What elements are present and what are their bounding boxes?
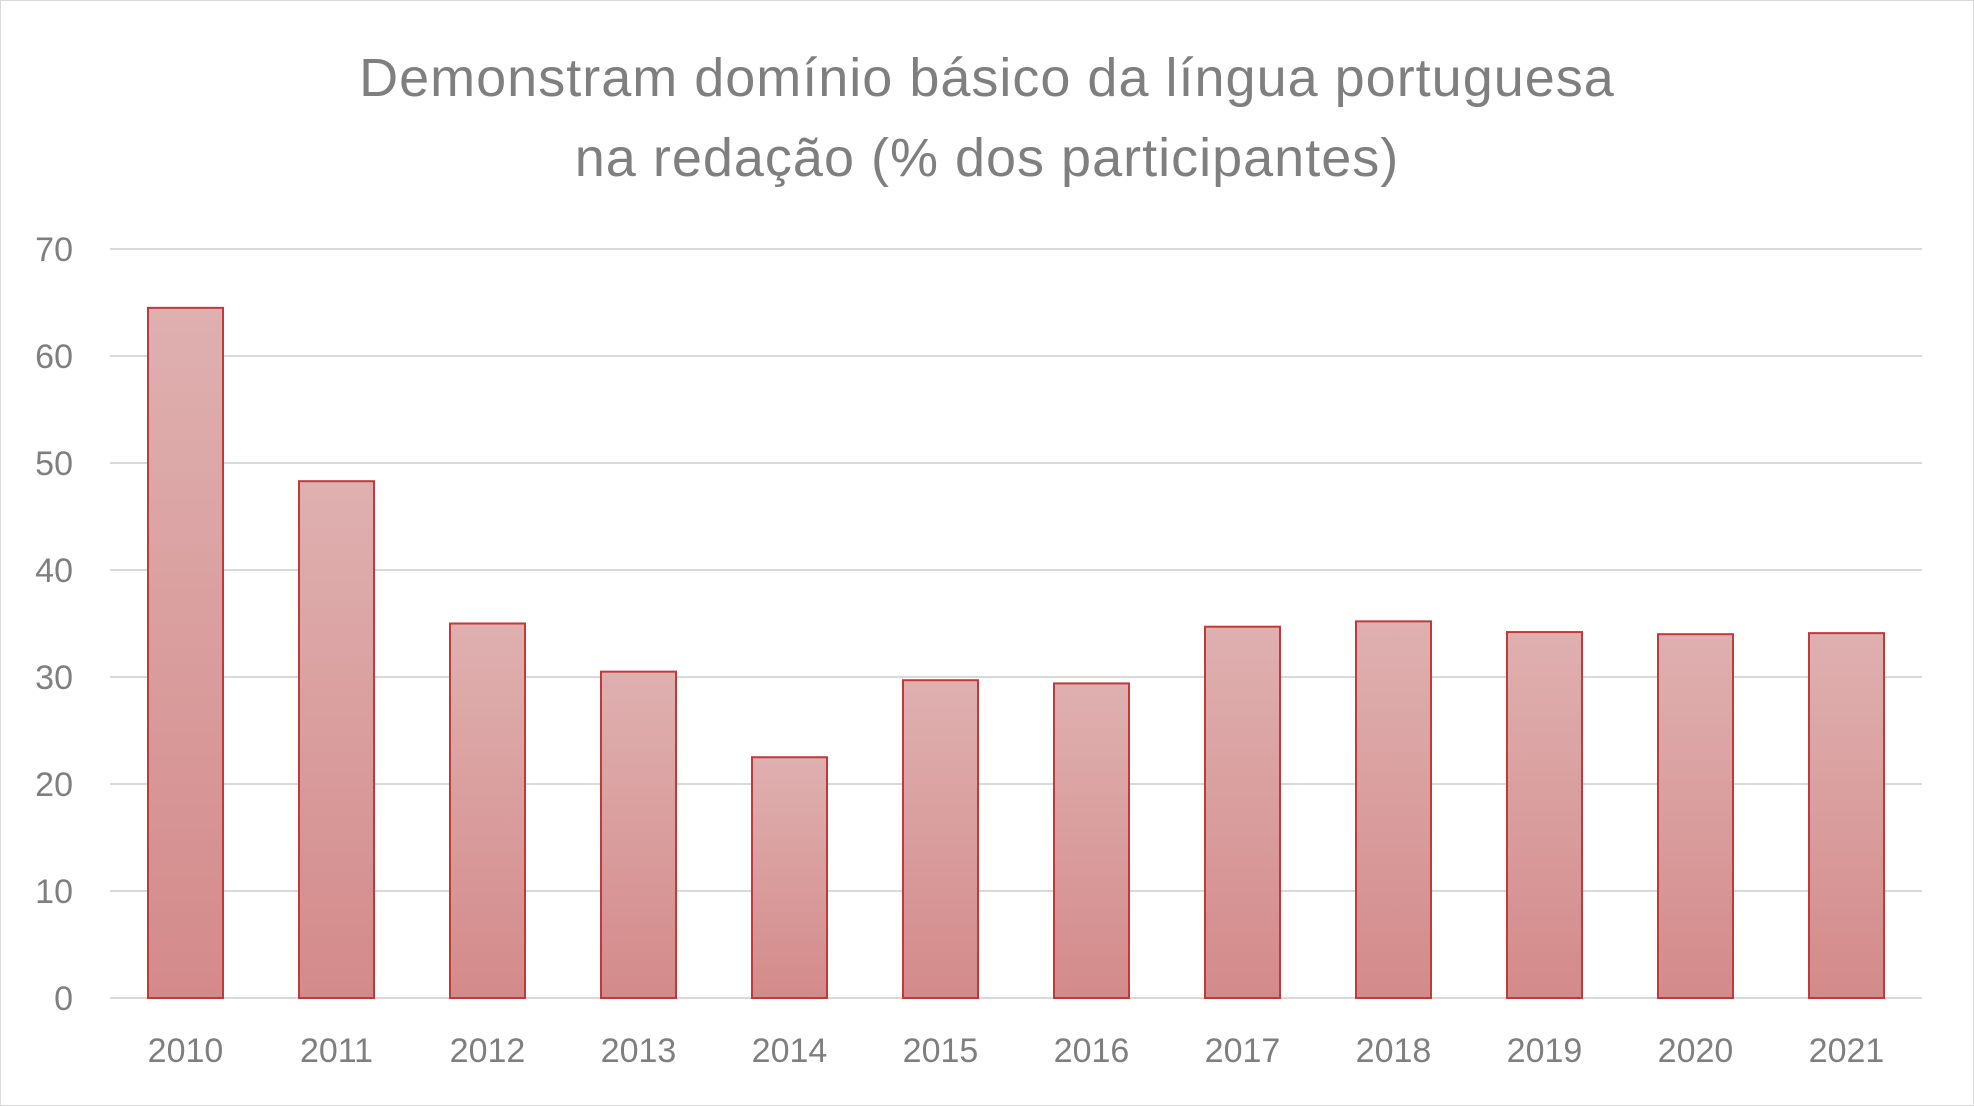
bar-2013	[600, 670, 677, 1000]
y-axis-tick-labels: 0 10 20 30 40 50 60 70	[35, 231, 73, 1018]
chart-title-line-1: Demonstram domínio básico da língua port…	[359, 48, 1615, 108]
x-tick-label-2018: 2018	[1356, 1032, 1432, 1070]
x-tick-label-2014: 2014	[752, 1032, 828, 1070]
chart-title-line-2: na redação (% dos participantes)	[574, 128, 1400, 188]
x-axis-tick-labels: 2010 2011 2012 2013 2014 2015 2016 2017 2018 2019…	[148, 1032, 1885, 1070]
x-tick-label-2013: 2013	[601, 1032, 677, 1070]
x-tick-label-2015: 2015	[903, 1032, 979, 1070]
bar-2010	[147, 306, 224, 1000]
y-tick-label: 60	[35, 338, 73, 376]
x-tick-label-2012: 2012	[450, 1032, 526, 1070]
x-tick-label-2016: 2016	[1054, 1032, 1130, 1070]
x-tick-label-2019: 2019	[1507, 1032, 1583, 1070]
x-tick-label-2010: 2010	[148, 1032, 224, 1070]
gridlines	[110, 248, 1922, 999]
bar-2011	[298, 480, 375, 999]
bar-2018	[1355, 620, 1432, 999]
y-tick-label: 70	[35, 231, 73, 269]
y-tick-label: 50	[35, 445, 73, 483]
bar-2012	[449, 622, 526, 999]
bar-2019	[1506, 631, 1583, 999]
bar-2016	[1053, 682, 1130, 999]
x-tick-label-2020: 2020	[1658, 1032, 1734, 1070]
y-tick-label: 20	[35, 766, 73, 804]
bar-2014	[751, 756, 828, 999]
bar-2020	[1657, 633, 1734, 999]
x-tick-label-2011: 2011	[300, 1032, 373, 1070]
y-tick-label: 10	[35, 873, 73, 911]
bar-2021	[1808, 632, 1885, 999]
y-tick-label: 0	[54, 980, 73, 1018]
x-tick-label-2017: 2017	[1205, 1032, 1281, 1070]
bars	[147, 306, 1885, 1000]
y-tick-label: 40	[35, 552, 73, 590]
bar-2015	[902, 679, 979, 1000]
y-tick-label: 30	[35, 659, 73, 697]
bar-2017	[1204, 625, 1281, 1000]
x-tick-label-2021: 2021	[1809, 1032, 1885, 1070]
